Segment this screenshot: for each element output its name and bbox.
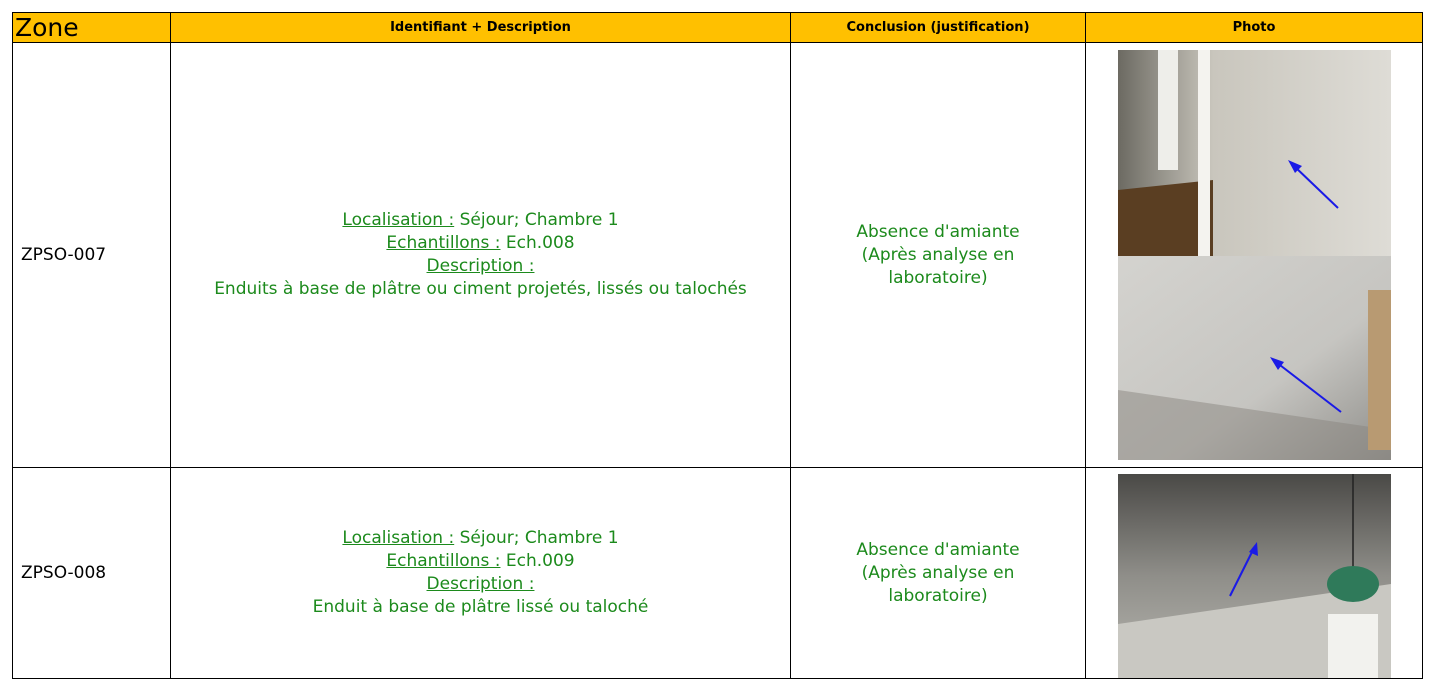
conclusion-cell: Absence d'amiante (Après analyse en labo…	[790, 42, 1086, 468]
value: Séjour; Chambre 1	[459, 528, 619, 548]
header-cell: Identifiant + Description	[170, 12, 791, 43]
photo-cell	[1085, 42, 1423, 468]
zone-cell: ZPSO-007	[12, 42, 171, 468]
label: Localisation :	[342, 210, 455, 230]
zones-table: Zone Identifiant + Description Conclusio…	[12, 12, 1423, 679]
label: Description :	[426, 256, 535, 276]
conclusion: Absence d'amiante	[856, 539, 1020, 560]
header-cell: Conclusion (justification)	[790, 12, 1086, 43]
conclusion-cell: Absence d'amiante (Après analyse en labo…	[790, 467, 1086, 679]
description-cell: Localisation : Séjour; Chambre 1 Echanti…	[170, 467, 791, 679]
value: Enduits à base de plâtre ou ciment proje…	[214, 279, 747, 299]
header-row: Zone Identifiant + Description Conclusio…	[12, 12, 1423, 43]
label: Description :	[426, 574, 535, 594]
value: Ech.008	[505, 233, 575, 253]
photo	[1117, 474, 1391, 678]
row: ZPSO-008 Localisation : Séjour; Chambre …	[12, 467, 1423, 679]
label: Echantillons :	[386, 551, 501, 571]
value: Séjour; Chambre 1	[459, 210, 619, 230]
value: Ech.009	[505, 551, 575, 571]
conclusion: Absence d'amiante	[856, 221, 1020, 242]
label: Echantillons :	[386, 233, 501, 253]
justification: (Après analyse en laboratoire)	[861, 244, 1015, 288]
value: Enduit à base de plâtre lissé ou taloché	[312, 597, 649, 617]
justification: (Après analyse en laboratoire)	[861, 562, 1015, 606]
header-cell: Photo	[1085, 12, 1423, 43]
zone-cell: ZPSO-008	[12, 467, 171, 679]
photo-cell	[1085, 467, 1423, 679]
description-cell: Localisation : Séjour; Chambre 1 Echanti…	[170, 42, 791, 468]
label: Localisation :	[342, 528, 455, 548]
photo	[1117, 50, 1391, 460]
row: ZPSO-007 Localisation : Séjour; Chambre …	[12, 42, 1423, 468]
header-cell: Zone	[12, 12, 171, 43]
